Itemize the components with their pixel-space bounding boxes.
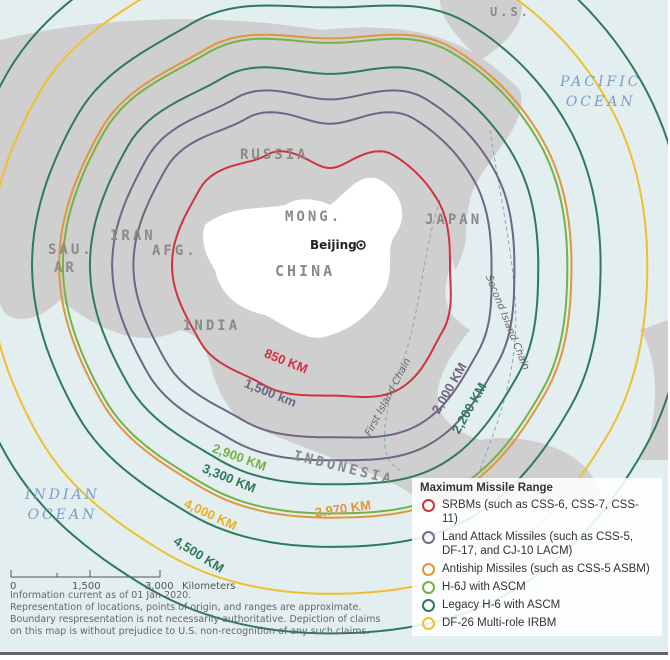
- scale-bar-line: [10, 570, 161, 578]
- map-notes: Information current as of 01 Jan 2020. R…: [10, 590, 380, 638]
- legend-item: Land Attack Missiles (such as CSS-5, DF-…: [420, 530, 654, 558]
- second-island-chain: [479, 129, 517, 471]
- beijing-marker: [356, 240, 366, 250]
- scale-tick-3000: 3,000: [145, 581, 174, 592]
- range-ring-0: [170, 150, 452, 398]
- ring-icon: [422, 531, 435, 544]
- legend: Maximum Missile Range SRBMs (such as CSS…: [412, 478, 662, 636]
- pacific-line-2: OCEAN: [565, 94, 636, 110]
- range-ring-1: [132, 111, 493, 439]
- legend-item: Legacy H-6 with ASCM: [420, 598, 654, 612]
- legend-item: Antiship Missiles (such as CSS-5 ASBM): [420, 562, 654, 576]
- range-ring-2: [111, 89, 516, 462]
- legend-item: SRBMs (such as CSS-6, CSS-7, CSS-11): [420, 498, 654, 526]
- ring-icon: [422, 599, 435, 612]
- ring-icon: [422, 499, 435, 512]
- legend-title: Maximum Missile Range: [420, 482, 553, 494]
- note-line: Representation of locations, points of o…: [10, 602, 362, 613]
- label-indian-ocean: INDIAN OCEAN: [25, 485, 100, 525]
- first-island-chain: [383, 199, 441, 471]
- label-beijing: Beijing: [310, 238, 357, 252]
- note-line: Boundary respresentation is not necessar…: [10, 614, 381, 625]
- pacific-line-1: PACIFIC: [560, 74, 642, 90]
- label-india: INDIA: [183, 318, 241, 334]
- label-us: U.S.: [490, 5, 531, 19]
- china-landmass: [203, 177, 403, 338]
- scale-tick-1500: 1,500: [72, 581, 101, 592]
- range-ring-3: [88, 66, 540, 486]
- label-iran: IRAN: [110, 228, 156, 244]
- note-line: Information current as of 01 Jan 2020.: [10, 590, 192, 601]
- ring-icon: [422, 617, 435, 630]
- ring-icon: [422, 563, 435, 576]
- legend-item: DF-26 Multi-role IRBM: [420, 616, 654, 630]
- legend-item-label: Legacy H-6 with ASCM: [442, 599, 561, 611]
- label-pacific-ocean: PACIFIC OCEAN: [560, 72, 641, 112]
- legend-item: H-6J with ASCM: [420, 580, 654, 594]
- legend-item-label: Land Attack Missiles (such as CSS-5, DF-…: [442, 531, 634, 557]
- legend-item-label: Antiship Missiles (such as CSS-5 ASBM): [442, 563, 650, 575]
- label-mongolia: MONG.: [285, 209, 343, 225]
- indian-line-1: INDIAN: [25, 487, 100, 503]
- legend-item-label: H-6J with ASCM: [442, 581, 526, 593]
- indian-line-2: OCEAN: [27, 507, 98, 523]
- label-china: CHINA: [275, 262, 336, 280]
- scale-unit: Kilometers: [182, 581, 236, 592]
- label-russia: RUSSIA: [240, 147, 309, 163]
- label-japan: JAPAN: [425, 212, 483, 228]
- legend-item-label: SRBMs (such as CSS-6, CSS-7, CSS-11): [442, 499, 639, 525]
- scale-tick-0: 0: [10, 581, 17, 592]
- scale-bar: 0 1,500 3,000 Kilometers: [10, 568, 236, 593]
- label-saudi-arabia-1: SAU.: [48, 242, 94, 258]
- ring-icon: [422, 581, 435, 594]
- label-afghanistan: AFG.: [152, 243, 198, 259]
- note-line: on this map is without prejudice to U.S.…: [10, 626, 370, 637]
- label-saudi-arabia-2: AR: [54, 260, 77, 276]
- legend-item-label: DF-26 Multi-role IRBM: [442, 617, 557, 629]
